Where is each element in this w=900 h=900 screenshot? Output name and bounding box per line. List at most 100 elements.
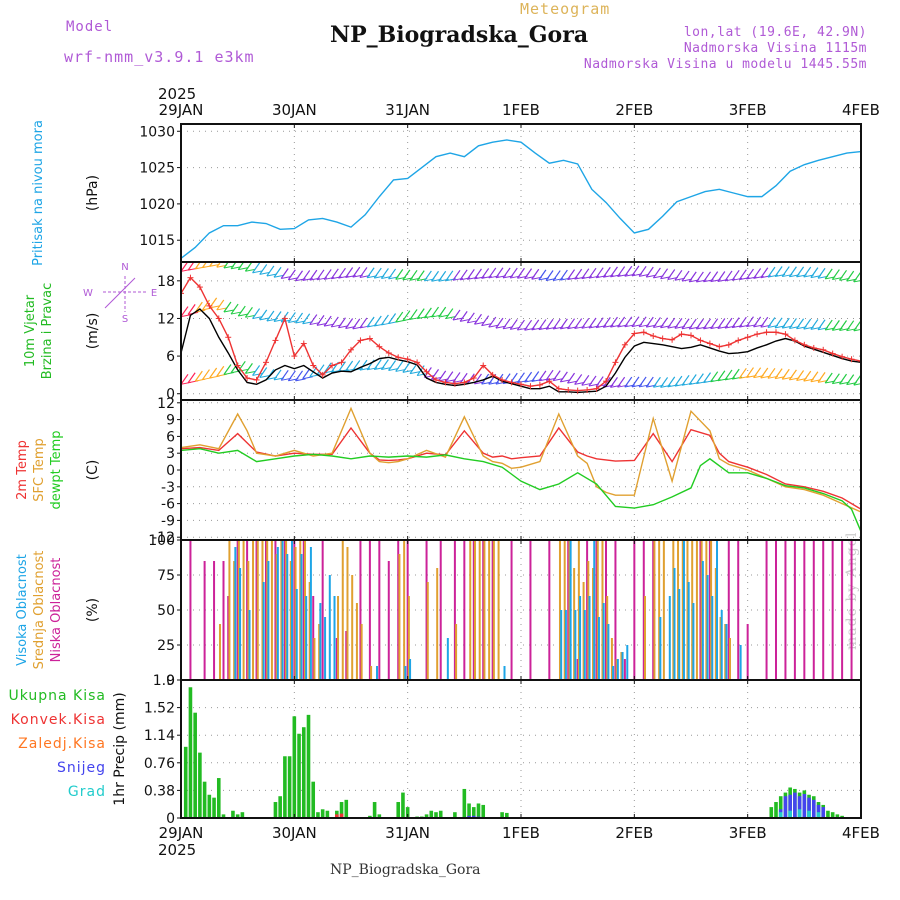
wind-barb-lower (373, 359, 382, 370)
bar-rain (372, 802, 377, 818)
wind-barb-lower (388, 360, 397, 371)
bar-mid_cloud (308, 582, 311, 680)
bar-high_cloud (607, 624, 610, 680)
wind-barb-upper (738, 269, 747, 281)
wind-barb-lower-tick (417, 373, 428, 377)
bar-mid_cloud (436, 568, 439, 680)
bar-mid_cloud (256, 540, 259, 680)
bar-mid_cloud (620, 652, 623, 680)
model-value: wrf-nmm_v3.9.1 e3km (64, 48, 255, 66)
bar-low_cloud (708, 540, 711, 680)
panel-frame-wind (180, 261, 862, 401)
wind-barb-upper (803, 266, 812, 278)
bar-rain (434, 812, 438, 818)
bar-low_cloud (302, 540, 305, 680)
wind-barb-middle (695, 318, 704, 330)
wind-barb-upper (302, 270, 311, 281)
wind-barb-middle (423, 307, 432, 319)
bar-mid_cloud (242, 540, 245, 680)
wind-barb-upper (266, 265, 275, 277)
wind-barb-upper (731, 269, 740, 281)
bar-high_cloud (701, 561, 704, 680)
bar-high_cloud (376, 666, 379, 680)
wind-barb-upper (602, 266, 611, 278)
wind-barb-middle (216, 299, 225, 311)
wind-barb-middle (545, 318, 554, 330)
wind-barb-middle (774, 317, 783, 329)
bar-snow (471, 815, 476, 818)
wind-barb-lower (760, 367, 769, 379)
wind-barb-upper (796, 266, 805, 278)
bar-low_cloud (482, 540, 485, 680)
wind-barb-middle (452, 309, 461, 321)
wind-barb-lower (402, 362, 411, 373)
wind-barb-middle (473, 313, 482, 325)
wind-barb-middle (645, 316, 654, 328)
bar-low_cloud (265, 540, 267, 680)
wind-barb-upper (452, 269, 461, 281)
wind-barb-lower (459, 372, 468, 384)
wind-barb-upper (438, 270, 447, 282)
wind-barb-lower (438, 370, 447, 382)
bar-low_cloud (222, 561, 225, 680)
wind-barb-middle (731, 317, 740, 328)
bar-mid_cloud (355, 603, 358, 680)
bar-rain (396, 802, 401, 818)
wind-barb-lower (244, 363, 253, 374)
wind-barb-middle-tick (460, 318, 471, 322)
y-tick-label: -6 (161, 497, 175, 513)
bar-mid_cloud (653, 540, 656, 680)
wind-barb-upper (287, 269, 296, 281)
wind-barb-lower (531, 371, 540, 382)
wind-barb-lower-tick (238, 368, 249, 372)
bar-rain (429, 810, 434, 818)
bar-high_cloud (286, 554, 289, 680)
bar-high_cloud (248, 610, 251, 680)
wind-barb-middle (674, 318, 683, 329)
wind-barb-lower (588, 375, 597, 387)
panel-label-wind: Brzina i Pravac (40, 283, 55, 380)
bar-mid_cloud (275, 554, 278, 680)
wind-barb-lower (201, 369, 210, 380)
bar-mid_cloud (724, 624, 727, 680)
compass-w: W (83, 288, 93, 299)
bar-high_cloud (300, 554, 303, 680)
wind-barb-middle (745, 316, 754, 328)
wind-barb-lower (380, 359, 389, 370)
wind-barb-upper (667, 269, 676, 280)
wind-barb-lower (273, 369, 282, 381)
wind-barb-upper (688, 271, 697, 283)
wind-barb-lower (395, 361, 404, 372)
bar-mid_cloud (398, 554, 401, 680)
wind-barb-middle (309, 314, 318, 325)
wind-barb-lower (753, 367, 762, 379)
bar-high_cloud (588, 596, 591, 680)
wind-barb-middle (187, 304, 196, 315)
bar-low_cloud (387, 561, 390, 680)
wind-barb-upper (531, 268, 540, 280)
wind-barb-lower (316, 364, 325, 376)
bar-rain (292, 716, 297, 818)
wind-barb-middle (466, 312, 475, 324)
wind-barb-upper (352, 266, 361, 278)
panel-label-cloud: Visoka Oblacnost (15, 554, 30, 666)
wind-barb-lower (595, 376, 604, 387)
wind-barb-middle-tick (853, 328, 861, 332)
bar-mid_cloud (228, 540, 231, 680)
bar-mid_cloud (686, 540, 689, 680)
wind-barb-middle-tick (181, 314, 192, 318)
wind-barb-upper (488, 267, 497, 279)
bar-rain (301, 727, 306, 818)
bar-snow (811, 799, 816, 818)
model-label: Model (66, 19, 114, 35)
wind-barb-lower (745, 367, 754, 378)
y-tick-label: -3 (161, 480, 175, 496)
wind-barb-middle (395, 311, 404, 323)
bar-hail (807, 810, 811, 818)
x-tick-label-top: 3FEB (729, 101, 767, 119)
wind-barb-lower (631, 376, 640, 388)
bar-mid_cloud (270, 540, 273, 680)
y-tick-label: 1030 (139, 124, 175, 140)
wind-barb-lower (652, 376, 661, 388)
wind-barb-middle (860, 329, 861, 331)
